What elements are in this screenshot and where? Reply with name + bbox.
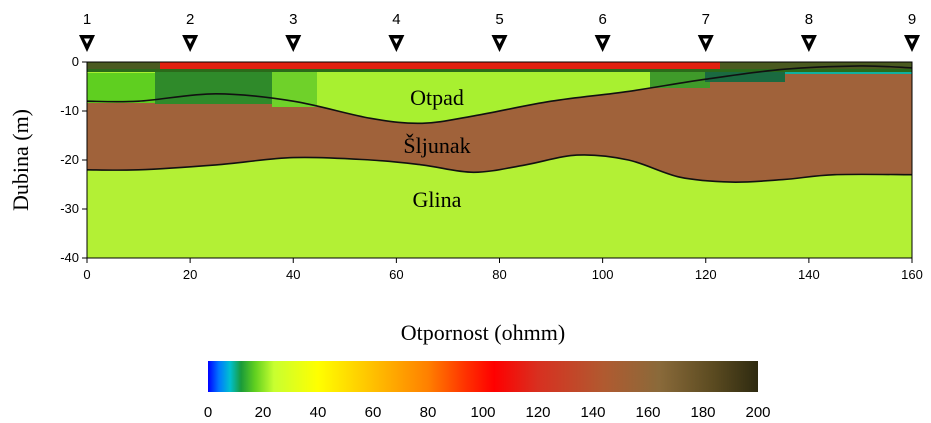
colorbar-tick-label: 100 [470, 404, 495, 421]
colorbar-tick-label: 80 [420, 404, 437, 421]
electrode-marker-inner [702, 38, 709, 44]
layer-label-otpad: Otpad [410, 85, 464, 110]
electrode-label: 7 [702, 11, 710, 28]
electrode-label: 9 [908, 11, 916, 28]
otpad-patch-green-left [87, 73, 157, 103]
colorbar-ticks: 0 20 40 60 80 100 120 140 160 180 200 [204, 404, 771, 421]
y-tick-label: -20 [60, 152, 79, 167]
surface-band-red [160, 62, 720, 70]
boundary-sljunak-glina [87, 154, 912, 183]
electrode-marker-inner [805, 38, 812, 44]
y-tick-label: -30 [60, 201, 79, 216]
colorbar-tick-label: 120 [525, 404, 550, 421]
boundary-otpad-sljunak [87, 65, 912, 125]
x-axis: 0 20 40 60 80 100 120 140 160 [83, 258, 923, 282]
electrode-marker-inner [909, 38, 915, 44]
colorbar-title: Otpornost (ohmm) [401, 320, 565, 345]
x-tick-label: 40 [286, 267, 300, 282]
electrode-label: 8 [805, 11, 813, 28]
electrode-marker-inner [393, 38, 400, 44]
y-tick-label: -40 [60, 250, 79, 265]
electrode-marker-inner [290, 38, 297, 44]
x-tick-label: 100 [592, 267, 614, 282]
otpad-patch-dark-green [155, 72, 275, 104]
x-tick-label: 160 [901, 267, 923, 282]
x-tick-label: 0 [83, 267, 90, 282]
electrode-label: 4 [392, 11, 400, 28]
colorbar-tick-label: 40 [310, 404, 327, 421]
y-axis: 0 -10 -20 -30 -40 [60, 54, 87, 265]
layer-label-sljunak: Šljunak [403, 133, 470, 158]
electrode-label: 6 [598, 11, 606, 28]
electrode-label: 3 [289, 11, 297, 28]
electrode-marker-inner [84, 38, 90, 44]
colorbar-tick-label: 140 [580, 404, 605, 421]
electrode-marker-inner [187, 38, 194, 44]
colorbar-tick-label: 0 [204, 404, 212, 421]
electrode-label: 1 [83, 11, 91, 28]
colorbar-tick-label: 60 [365, 404, 382, 421]
x-tick-label: 140 [798, 267, 820, 282]
layer-label-glina: Glina [413, 187, 462, 212]
y-tick-label: 0 [72, 54, 79, 69]
surface-band-shadow [87, 69, 912, 72]
colorbar-tick-label: 20 [255, 404, 272, 421]
colorbar [208, 361, 758, 392]
otpad-patch-green-right [650, 70, 710, 88]
colorbar-tick-label: 180 [690, 404, 715, 421]
x-tick-label: 20 [183, 267, 197, 282]
electrode-label: 2 [186, 11, 194, 28]
y-axis-label: Dubina (m) [8, 109, 33, 211]
electrode-marker-inner [599, 38, 606, 44]
electrode-label: 5 [495, 11, 503, 28]
colorbar-tick-label: 160 [635, 404, 660, 421]
colorbar-tick-label: 200 [745, 404, 770, 421]
electrode-marker-inner [496, 38, 503, 44]
plot-area [87, 62, 912, 258]
x-tick-label: 80 [492, 267, 506, 282]
electrode-markers: 1 2 3 4 5 6 7 8 9 [79, 11, 920, 52]
x-tick-label: 60 [389, 267, 403, 282]
x-tick-label: 120 [695, 267, 717, 282]
y-tick-label: -10 [60, 103, 79, 118]
